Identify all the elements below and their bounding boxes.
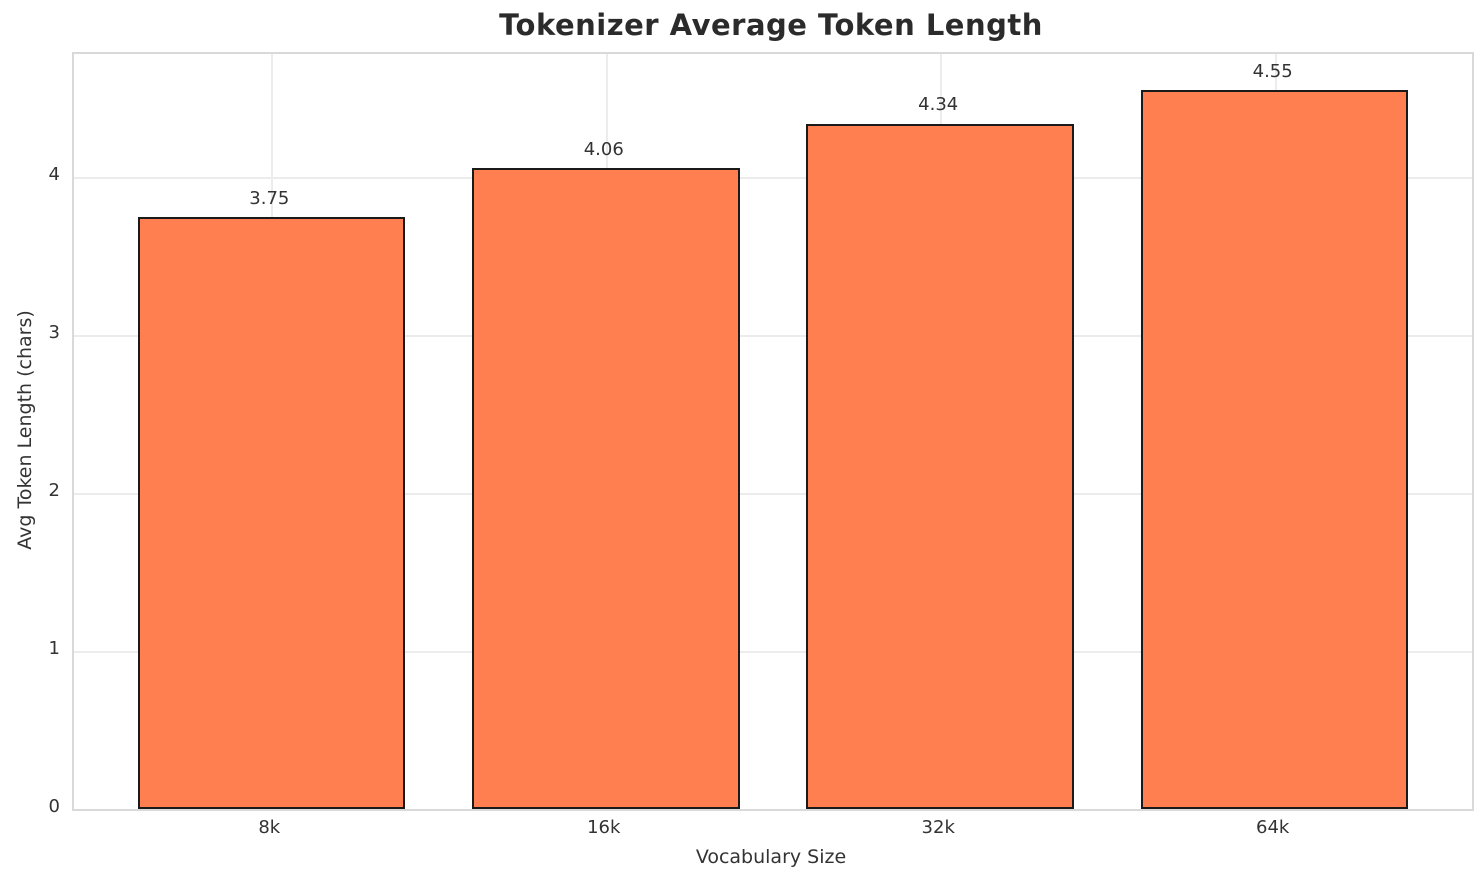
x-tick-label-64k: 64k (1256, 817, 1290, 838)
y-axis-label-text: Avg Token Length (chars) (14, 310, 36, 550)
bar-16k (471, 167, 740, 809)
x-tick-label-16k: 16k (587, 817, 621, 838)
bar-64k (1140, 90, 1409, 809)
y-tick-label: 0 (48, 796, 60, 817)
bar-32k (806, 123, 1074, 809)
gridline-horizontal (74, 335, 1472, 338)
bar-value-label: 4.34 (918, 94, 959, 116)
y-tick-label: 1 (48, 638, 60, 660)
bar-value-label: 4.55 (1252, 61, 1293, 83)
gridline-horizontal (74, 493, 1472, 496)
chart-title: Tokenizer Average Token Length (499, 8, 1043, 42)
bar-value-label: 3.75 (249, 187, 290, 209)
gridline-horizontal (74, 651, 1472, 654)
bar-8k (137, 216, 406, 809)
x-tick-label-8k: 8k (258, 817, 281, 838)
y-tick-label: 3 (48, 322, 60, 344)
x-tick-label-32k: 32k (921, 817, 955, 838)
bar-value-label: 4.06 (583, 138, 624, 160)
y-tick-label: 4 (48, 164, 60, 186)
plot-area (72, 52, 1474, 811)
y-tick-label: 2 (48, 480, 60, 502)
x-axis-label: Vocabulary Size (695, 846, 847, 868)
gridline-horizontal (74, 177, 1472, 180)
